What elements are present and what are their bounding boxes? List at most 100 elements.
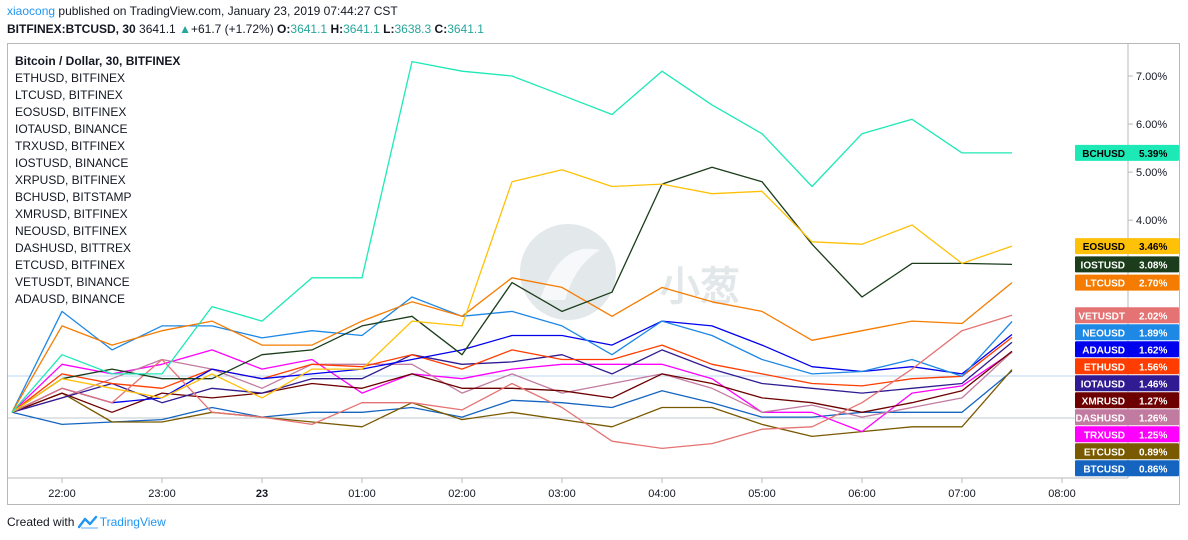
created-with-text: Created with <box>7 515 75 529</box>
close-value: 3641.1 <box>447 22 484 36</box>
value-tag-value: 1.56% <box>1139 362 1167 373</box>
legend-item[interactable]: NEOUSD, BITFINEX <box>15 224 127 238</box>
high-value: 3641.1 <box>343 22 380 36</box>
value-tag-bg <box>1075 392 1179 409</box>
value-tag-bg <box>1075 256 1179 273</box>
chart-frame[interactable] <box>7 43 1180 505</box>
x-tick-label: 02:00 <box>448 488 476 500</box>
value-tag-value: 1.46% <box>1139 379 1167 390</box>
x-tick-label: 22:00 <box>48 488 76 500</box>
series-line-dashusd[interactable] <box>11 351 1013 418</box>
value-tag-value: 5.39% <box>1139 149 1167 160</box>
value-tag-bg <box>1075 274 1179 291</box>
price-change: +61.7 (+1.72%) <box>190 22 274 36</box>
symbol-label: BITFINEX:BTCUSD, 30 <box>7 22 136 36</box>
legend-item[interactable]: TRXUSD, BITFINEX <box>15 139 125 153</box>
value-tag-symbol: BCHUSD <box>1082 149 1125 160</box>
symbol-ohlc-line: BITFINEX:BTCUSD, 30 3641.1 ▲+61.7 (+1.72… <box>7 22 484 36</box>
value-tag-symbol: EOSUSD <box>1083 242 1125 253</box>
legend-item[interactable]: ADAUSD, BINANCE <box>15 292 125 306</box>
value-tag-bg <box>1075 409 1179 426</box>
high-label: H: <box>330 22 344 36</box>
value-tag-symbol: XMRUSD <box>1082 396 1125 407</box>
legend-item[interactable]: IOSTUSD, BINANCE <box>15 156 128 170</box>
value-tag-symbol: IOSTUSD <box>1081 260 1125 271</box>
open-label: O: <box>277 22 291 36</box>
legend-item[interactable]: VETUSDT, BINANCE <box>15 275 130 289</box>
value-tag-adausd: ADAUSD 1.62% <box>1075 341 1179 358</box>
x-tick-label: 01:00 <box>348 488 376 500</box>
series-line-etcusd[interactable] <box>11 369 1013 438</box>
x-tick-label: 06:00 <box>848 488 876 500</box>
series-line-ethusd[interactable] <box>11 336 1013 413</box>
tradingview-brand-link[interactable]: TradingView <box>99 515 166 529</box>
value-tag-etcusd: ETCUSD 0.89% <box>1075 443 1179 460</box>
series-line-eosusd[interactable] <box>11 169 1013 413</box>
legend-item[interactable]: EOSUSD, BITFINEX <box>15 105 126 119</box>
author-link[interactable]: xiaocong <box>7 4 56 18</box>
series-line-vetusdt[interactable] <box>11 314 1013 450</box>
legend-item[interactable]: DASHUSD, BITTREX <box>15 241 131 255</box>
footer: Created with TradingView <box>7 515 166 529</box>
tradingview-logo-icon <box>77 515 98 529</box>
value-tag-bg <box>1075 238 1179 255</box>
legend-item[interactable]: LTCUSD, BITFINEX <box>15 88 123 102</box>
value-tag-value: 0.86% <box>1139 464 1167 475</box>
x-tick-label: 03:00 <box>548 488 576 500</box>
value-tag-symbol: TRXUSD <box>1084 430 1125 441</box>
series-line-iotausd[interactable] <box>11 341 1013 413</box>
publish-line: xiaocong published on TradingView.com, J… <box>7 4 398 18</box>
value-tag-bg <box>1075 324 1179 341</box>
y-tick-label: 4.00% <box>1136 215 1167 227</box>
published-text: published on TradingView.com, January 23… <box>58 4 398 18</box>
value-tag-symbol: ETHUSD <box>1084 362 1125 373</box>
value-tag-btcusd: BTCUSD 0.86% <box>1075 460 1179 477</box>
value-tag-ltcusd: LTCUSD 2.70% <box>1075 274 1179 291</box>
chart-title: Bitcoin / Dollar, 30, BITFINEX <box>15 54 180 68</box>
x-tick-label: 05:00 <box>748 488 776 500</box>
value-tag-value: 1.89% <box>1139 328 1167 339</box>
value-tag-bg <box>1075 426 1179 443</box>
y-tick-label: 7.00% <box>1136 71 1167 83</box>
legend-item[interactable]: IOTAUSD, BINANCE <box>15 122 127 136</box>
value-tag-value: 2.02% <box>1139 311 1167 322</box>
series-line-ltcusd[interactable] <box>11 277 1013 413</box>
value-tag-symbol: LTCUSD <box>1085 279 1125 290</box>
value-tag-value: 1.27% <box>1139 396 1167 407</box>
series-line-adausd[interactable] <box>11 320 1013 413</box>
legend-item[interactable]: ETCUSD, BITFINEX <box>15 258 125 272</box>
value-tag-symbol: ADAUSD <box>1082 345 1125 356</box>
value-tag-bg <box>1075 307 1179 324</box>
value-tag-value: 1.25% <box>1139 430 1167 441</box>
value-tag-bchusd: BCHUSD 5.39% <box>1075 144 1179 161</box>
legend-item[interactable]: XMRUSD, BITFINEX <box>15 207 128 221</box>
value-tag-iotausd: IOTAUSD 1.46% <box>1075 375 1179 392</box>
value-tag-value: 2.70% <box>1139 279 1167 290</box>
series-line-neousd[interactable] <box>11 296 1013 413</box>
series-line-bchusd[interactable] <box>11 60 1012 413</box>
value-tag-xmrusd: XMRUSD 1.27% <box>1075 392 1179 409</box>
x-tick-label: 23 <box>256 488 268 500</box>
series-line-iostusd[interactable] <box>11 166 1013 413</box>
value-tag-trxusd: TRXUSD 1.25% <box>1075 426 1179 443</box>
value-tag-bg <box>1075 358 1179 375</box>
series-line-btcusd[interactable] <box>11 370 1013 426</box>
value-tag-symbol: DASHUSD <box>1076 413 1125 424</box>
value-tag-symbol: VETUSDT <box>1078 311 1125 322</box>
value-tag-symbol: BTCUSD <box>1083 464 1125 475</box>
value-tag-dashusd: DASHUSD 1.26% <box>1075 409 1179 426</box>
legend-item[interactable]: ETHUSD, BITFINEX <box>15 71 125 85</box>
value-tag-value: 3.08% <box>1139 260 1167 271</box>
low-label: L: <box>383 22 395 36</box>
value-tag-bg <box>1075 375 1179 392</box>
legend-item[interactable]: BCHUSD, BITSTAMP <box>15 190 131 204</box>
watermark-text: 小葱 <box>660 265 740 309</box>
value-tag-bg <box>1075 144 1179 161</box>
value-tag-value: 1.62% <box>1139 345 1167 356</box>
series-line-xmrusd[interactable] <box>11 350 1013 413</box>
value-tag-symbol: NEOUSD <box>1082 328 1125 339</box>
legend-item[interactable]: XRPUSD, BITFINEX <box>15 173 126 187</box>
series-line-trxusd[interactable] <box>11 349 1013 433</box>
low-value: 3638.3 <box>394 22 432 36</box>
